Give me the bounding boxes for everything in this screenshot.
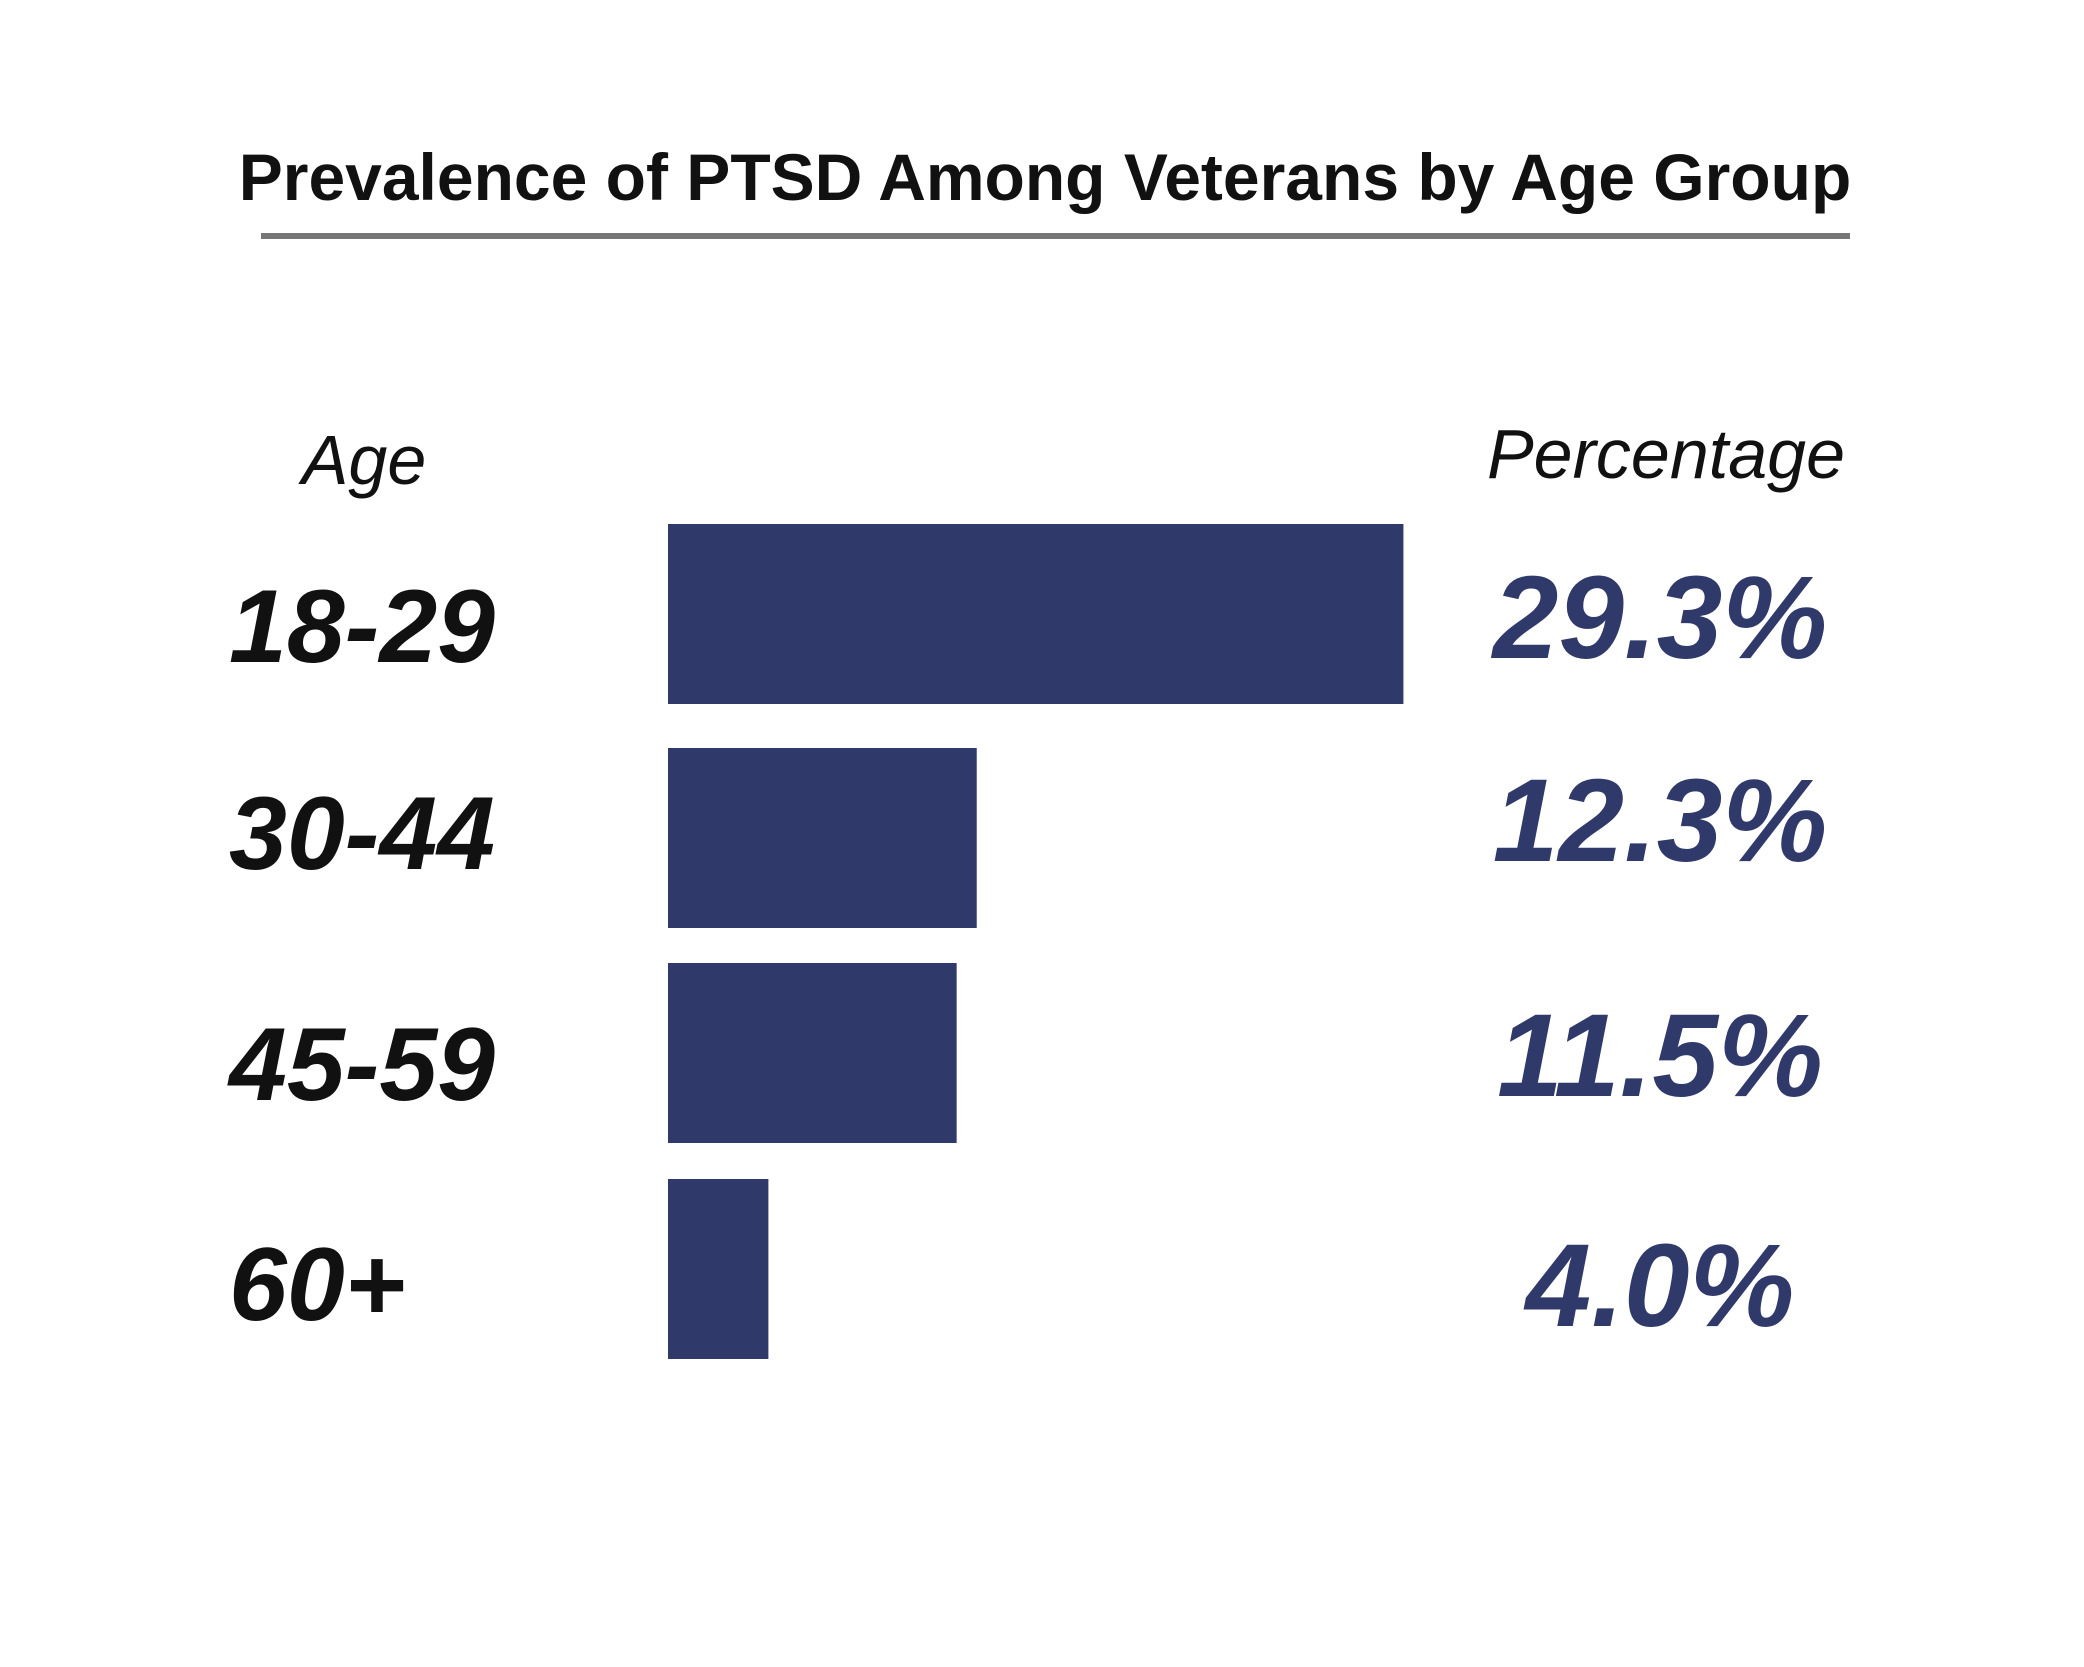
chart-title: Prevalence of PTSD Among Veterans by Age… [239,140,1852,214]
value-header: Percentage [1487,415,1845,493]
title-underline [261,233,1850,239]
category-header: Age [298,421,427,499]
value-label: 29.3% [1491,552,1828,684]
bar-30-44 [668,748,977,928]
bar-60+ [668,1179,769,1359]
bar-45-59 [668,963,957,1143]
value-label: 11.5% [1497,990,1823,1122]
value-label: 4.0% [1524,1220,1795,1352]
bar-18-29 [668,524,1404,704]
value-label: 12.3% [1493,755,1828,887]
category-label: 30-44 [229,776,495,892]
category-label: 45-59 [227,1007,495,1123]
category-label: 18-29 [229,569,495,685]
category-label: 60+ [229,1227,405,1343]
